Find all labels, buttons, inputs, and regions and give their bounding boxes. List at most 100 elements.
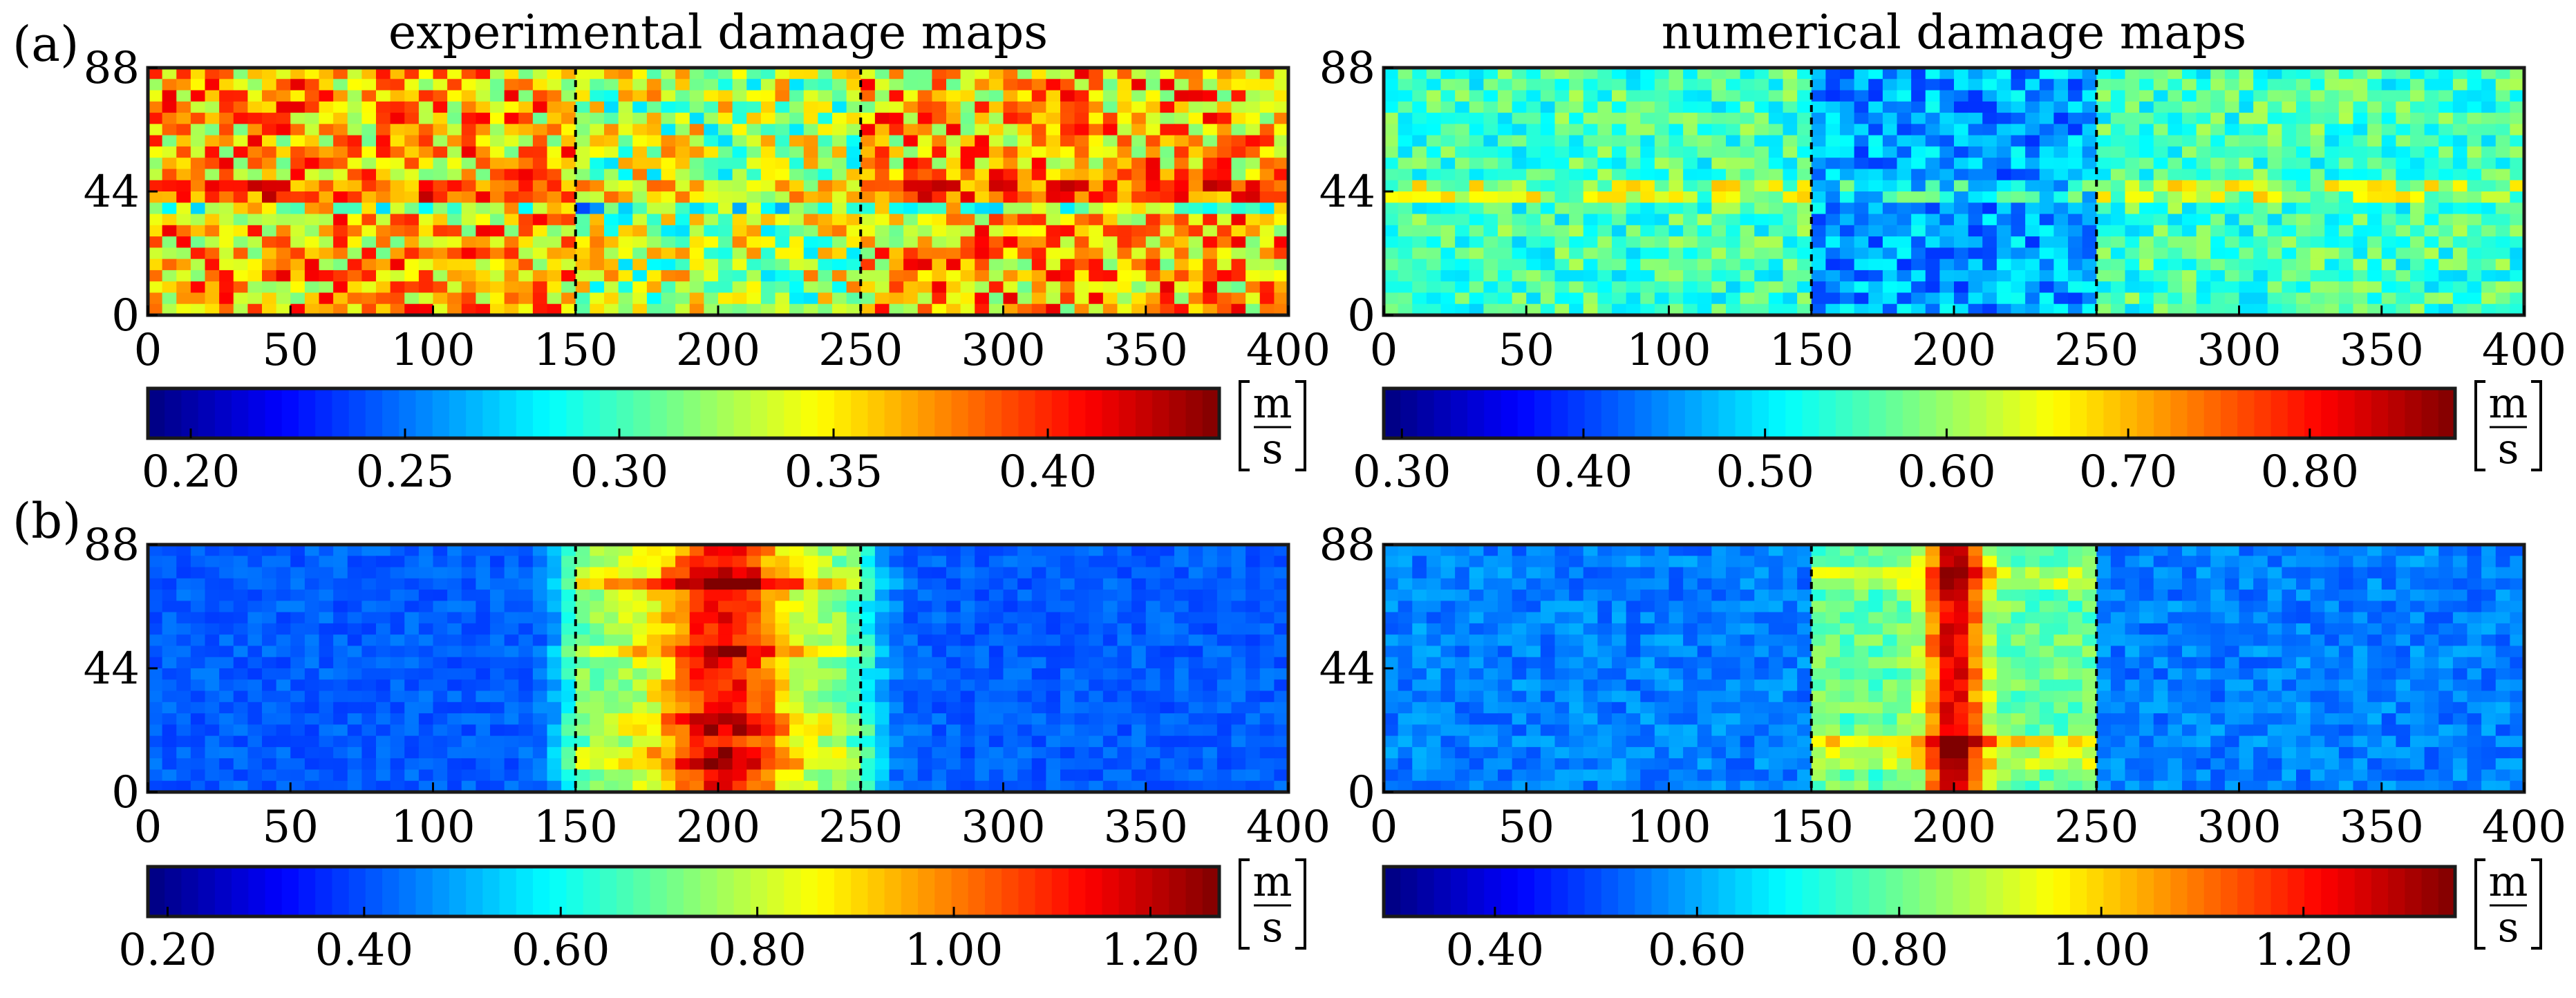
heatmap-cell: [632, 303, 648, 316]
heatmap-cell: [1882, 169, 1898, 181]
heatmap-cell: [2381, 101, 2397, 113]
heatmap-cell: [490, 146, 505, 158]
heatmap-cell: [219, 702, 234, 714]
heatmap-cell: [490, 657, 505, 669]
heatmap-cell: [2011, 101, 2026, 113]
heatmap-cell: [361, 169, 377, 181]
heatmap-cell: [304, 668, 320, 681]
heatmap-cell: [2424, 68, 2440, 80]
heatmap-cell: [960, 679, 976, 692]
heatmap-cell: [447, 225, 462, 237]
heatmap-cell: [960, 545, 976, 557]
heatmap-cell: [2282, 270, 2297, 282]
heatmap-cell: [832, 124, 847, 136]
heatmap-cell: [190, 247, 206, 260]
heatmap-cell: [1483, 169, 1498, 181]
heatmap-cell: [1046, 657, 1061, 669]
heatmap-cell: [1526, 124, 1541, 136]
heatmap-cell: [1231, 281, 1246, 294]
heatmap-cell: [1483, 247, 1498, 260]
heatmap-cell: [1469, 281, 1485, 294]
heatmap-cell: [247, 270, 263, 282]
heatmap-cell: [2224, 180, 2240, 192]
heatmap-cell: [2011, 247, 2026, 260]
heatmap-cell: [376, 214, 391, 226]
heatmap-cell: [846, 646, 862, 658]
heatmap-cell: [2338, 214, 2354, 226]
heatmap-cell: [2196, 258, 2212, 271]
heatmap-cell: [1540, 124, 1556, 136]
heatmap-cell: [1512, 191, 1527, 204]
heatmap-cell: [1768, 303, 1784, 316]
heatmap-cell: [590, 247, 605, 260]
heatmap-cell: [675, 158, 690, 170]
heatmap-cell: [646, 612, 662, 624]
heatmap-cell: [1060, 203, 1075, 215]
heatmap-cell: [1089, 191, 1104, 204]
heatmap-cell: [818, 634, 833, 647]
heatmap-cell: [760, 180, 776, 192]
heatmap-cell: [775, 247, 790, 260]
heatmap-cell: [1440, 135, 1456, 147]
heatmap-cell: [946, 203, 961, 215]
heatmap-cell: [176, 214, 191, 226]
heatmap-cell: [1968, 247, 1984, 260]
heatmap-cell: [1031, 68, 1047, 80]
heatmap-cell: [818, 646, 833, 658]
heatmap-cell: [148, 702, 163, 714]
heatmap-cell: [1455, 270, 1470, 282]
heatmap-cell: [1868, 258, 1883, 271]
heatmap-cell: [1259, 169, 1275, 181]
heatmap-cell: [361, 679, 377, 692]
heatmap-cell: [333, 612, 348, 624]
heatmap-cell: [1089, 79, 1104, 91]
heatmap-cell: [547, 79, 562, 91]
heatmap-cell: [604, 146, 619, 158]
heatmap-cell: [946, 124, 961, 136]
heatmap-cell: [547, 567, 562, 579]
heatmap-cell: [1469, 169, 1485, 181]
heatmap-cell: [832, 578, 847, 590]
heatmap-cell: [2310, 191, 2326, 204]
heatmap-cell: [447, 713, 462, 726]
heatmap-cell: [1825, 270, 1841, 282]
x-tick-label: 250: [818, 325, 903, 376]
heatmap-cell: [818, 124, 833, 136]
heatmap-cell: [803, 258, 819, 271]
heatmap-cell: [689, 646, 705, 658]
heatmap-cell: [547, 623, 562, 635]
heatmap-cell: [1188, 303, 1204, 316]
heatmap-cell: [1754, 101, 1769, 113]
heatmap-cell: [917, 146, 933, 158]
heatmap-cell: [390, 690, 406, 703]
heatmap-cell: [1911, 303, 1926, 316]
heatmap-cell: [418, 101, 434, 113]
heatmap-cell: [1740, 113, 1756, 125]
heatmap-cell: [2296, 68, 2311, 80]
heatmap-cell: [975, 90, 990, 102]
heatmap-cell: [319, 180, 334, 192]
heatmap-cell: [1398, 101, 1413, 113]
heatmap-cell: [290, 646, 305, 658]
heatmap-cell: [1102, 679, 1118, 692]
heatmap-cell: [917, 679, 933, 692]
heatmap-cell: [1554, 113, 1570, 125]
heatmap-cell: [803, 281, 819, 294]
heatmap-cell: [2196, 113, 2212, 125]
heatmap-cell: [2381, 146, 2397, 158]
heatmap-cell: [1074, 90, 1090, 102]
heatmap-cell: [789, 702, 805, 714]
heatmap-cell: [2481, 90, 2497, 102]
heatmap-cell: [2438, 303, 2454, 316]
heatmap-cell: [1726, 101, 1741, 113]
heatmap-cell: [803, 292, 819, 305]
heatmap-cell: [461, 124, 477, 136]
heatmap-cell: [718, 225, 733, 237]
heatmap-cell: [1554, 281, 1570, 294]
heatmap-cell: [1003, 247, 1018, 260]
heatmap-cell: [1245, 281, 1261, 294]
heatmap-cell: [1783, 124, 1798, 136]
heatmap-cell: [1954, 247, 1969, 260]
heatmap-cell: [632, 601, 648, 613]
heatmap-cell: [1683, 247, 1698, 260]
